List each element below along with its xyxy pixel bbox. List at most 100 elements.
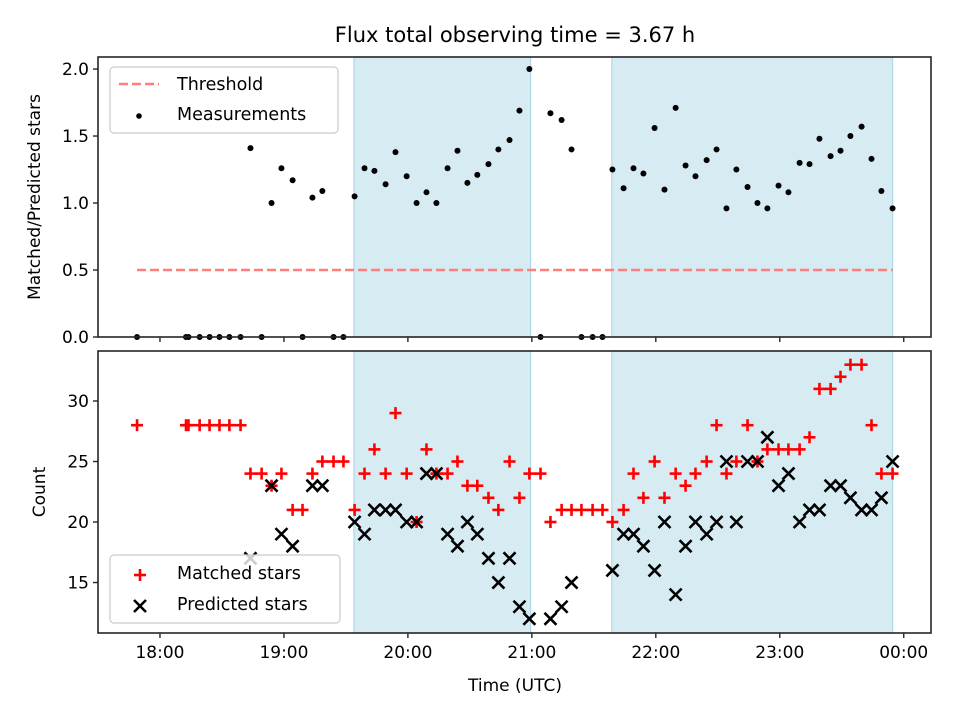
x-tick-label: 21:00 — [507, 643, 556, 663]
y-tick-label: 30 — [67, 392, 89, 412]
predicted-stars-point — [854, 502, 869, 517]
measurements-point — [558, 116, 565, 123]
predicted-stars-point — [729, 515, 744, 529]
measurements-point — [661, 186, 668, 193]
measurements-point — [672, 104, 679, 111]
measurements-point — [568, 146, 575, 153]
matched-stars-point — [689, 467, 702, 480]
matched-stars-point — [513, 491, 526, 504]
predicted-stars-point — [657, 515, 672, 529]
matched-stars-point — [679, 479, 692, 492]
matched-stars-point — [451, 455, 464, 468]
y-tick-label: 20 — [67, 513, 89, 533]
matched-stars-point — [306, 467, 319, 480]
legend-measurements-label: Measurements — [177, 105, 306, 125]
predicted-stars-point — [709, 515, 724, 529]
matched-stars-point — [182, 419, 195, 432]
y-tick-label: 0.0 — [62, 328, 89, 348]
matched-stars-point — [441, 467, 454, 480]
matched-stars-point — [544, 516, 557, 529]
matched-stars-point — [720, 467, 733, 480]
measurements-point — [703, 157, 710, 164]
measurements-point — [733, 166, 740, 173]
predicted-stars-point — [378, 502, 393, 517]
matched-stars-point — [523, 467, 536, 480]
measurements-point — [775, 182, 782, 189]
predicted-stars-point — [305, 478, 320, 493]
predicted-stars-point — [367, 502, 382, 517]
predicted-stars-point — [315, 478, 330, 493]
measurements-point — [413, 200, 420, 207]
measurements-point — [474, 171, 481, 178]
measurements-point — [796, 159, 803, 166]
matched-stars-point — [575, 503, 588, 516]
predicted-stars-point — [409, 515, 424, 529]
matched-stars-point — [617, 503, 630, 516]
y-tick-label: 15 — [67, 574, 89, 594]
predicted-stars-point — [792, 515, 807, 529]
predicted-stars-point — [357, 527, 372, 542]
matched-stars-point — [875, 467, 888, 480]
matched-stars-point — [793, 443, 806, 456]
matched-stars-point — [865, 419, 878, 432]
matched-stars-point — [710, 419, 723, 432]
measurements-point — [744, 183, 751, 190]
y-tick-label: 0.5 — [62, 261, 89, 281]
measurements-point — [371, 167, 378, 174]
predicted-stars-point — [636, 539, 651, 554]
observing-window-2 — [611, 56, 894, 338]
matched-stars-point — [782, 443, 795, 456]
predicted-stars-point — [688, 515, 703, 529]
matched-stars-point — [700, 455, 713, 468]
matched-stars-point — [223, 419, 236, 432]
legend-measurements-swatch — [136, 113, 142, 119]
predicted-stars-point — [429, 466, 444, 481]
measurements-point — [785, 189, 792, 196]
matched-stars-point — [627, 467, 640, 480]
x-axis-label: Time (UTC) — [467, 676, 562, 696]
matched-stars-point — [648, 455, 661, 468]
matched-stars-point — [855, 358, 868, 371]
matched-stars-point — [358, 467, 371, 480]
predicted-stars-point — [481, 551, 496, 566]
matched-stars-point — [813, 382, 826, 395]
predicted-stars-point — [781, 466, 796, 481]
predicted-stars-point — [460, 515, 475, 529]
matched-stars-point — [730, 455, 743, 468]
predicted-stars-point — [843, 490, 858, 505]
matched-stars-point — [803, 431, 816, 444]
matched-stars-point — [658, 491, 671, 504]
legend-matched-label: Matched stars — [177, 564, 301, 584]
measurements-point — [351, 193, 358, 200]
matched-stars-point — [741, 419, 754, 432]
measurements-point — [713, 146, 720, 153]
matched-stars-point — [400, 467, 413, 480]
measurements-point — [526, 66, 533, 73]
predicted-stars-point — [885, 454, 900, 469]
predicted-stars-point — [605, 563, 620, 578]
observing-window-1 — [353, 56, 532, 338]
measurements-point — [682, 162, 689, 169]
matched-stars-point — [296, 503, 309, 516]
x-tick-label: 20:00 — [383, 643, 432, 663]
predicted-stars-point — [347, 515, 362, 529]
predicted-stars-point — [543, 611, 558, 626]
measurements-point — [806, 161, 813, 168]
measurements-point — [485, 161, 492, 168]
predicted-stars-point — [833, 478, 848, 493]
predicted-stars-point — [874, 490, 889, 505]
y-tick-label: 1.5 — [62, 127, 89, 147]
matched-stars-point — [234, 419, 247, 432]
counts-panel: 15 20 25 30 18:00 19:00 20:00 21:00 22:00 23:00 0… — [30, 350, 932, 663]
predicted-stars-point — [512, 599, 527, 614]
ratio-axes-frame — [97, 56, 932, 338]
legend-threshold-label: Threshold — [176, 75, 263, 95]
matched-stars-point — [275, 467, 288, 480]
matched-stars-point — [131, 419, 144, 432]
predicted-stars-point — [274, 527, 289, 542]
measurements-point — [495, 146, 502, 153]
matched-stars-point — [834, 370, 847, 383]
x-tick-label: 19:00 — [259, 643, 308, 663]
measurements-point — [382, 181, 389, 188]
